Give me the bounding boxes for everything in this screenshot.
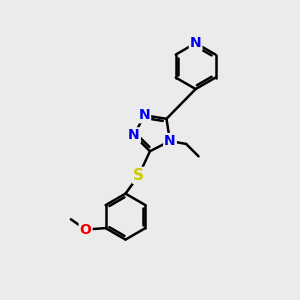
Text: N: N (128, 128, 140, 142)
Text: O: O (80, 223, 92, 237)
Text: N: N (190, 36, 202, 50)
Text: S: S (133, 168, 144, 183)
Text: N: N (164, 134, 176, 148)
Text: N: N (138, 108, 150, 122)
